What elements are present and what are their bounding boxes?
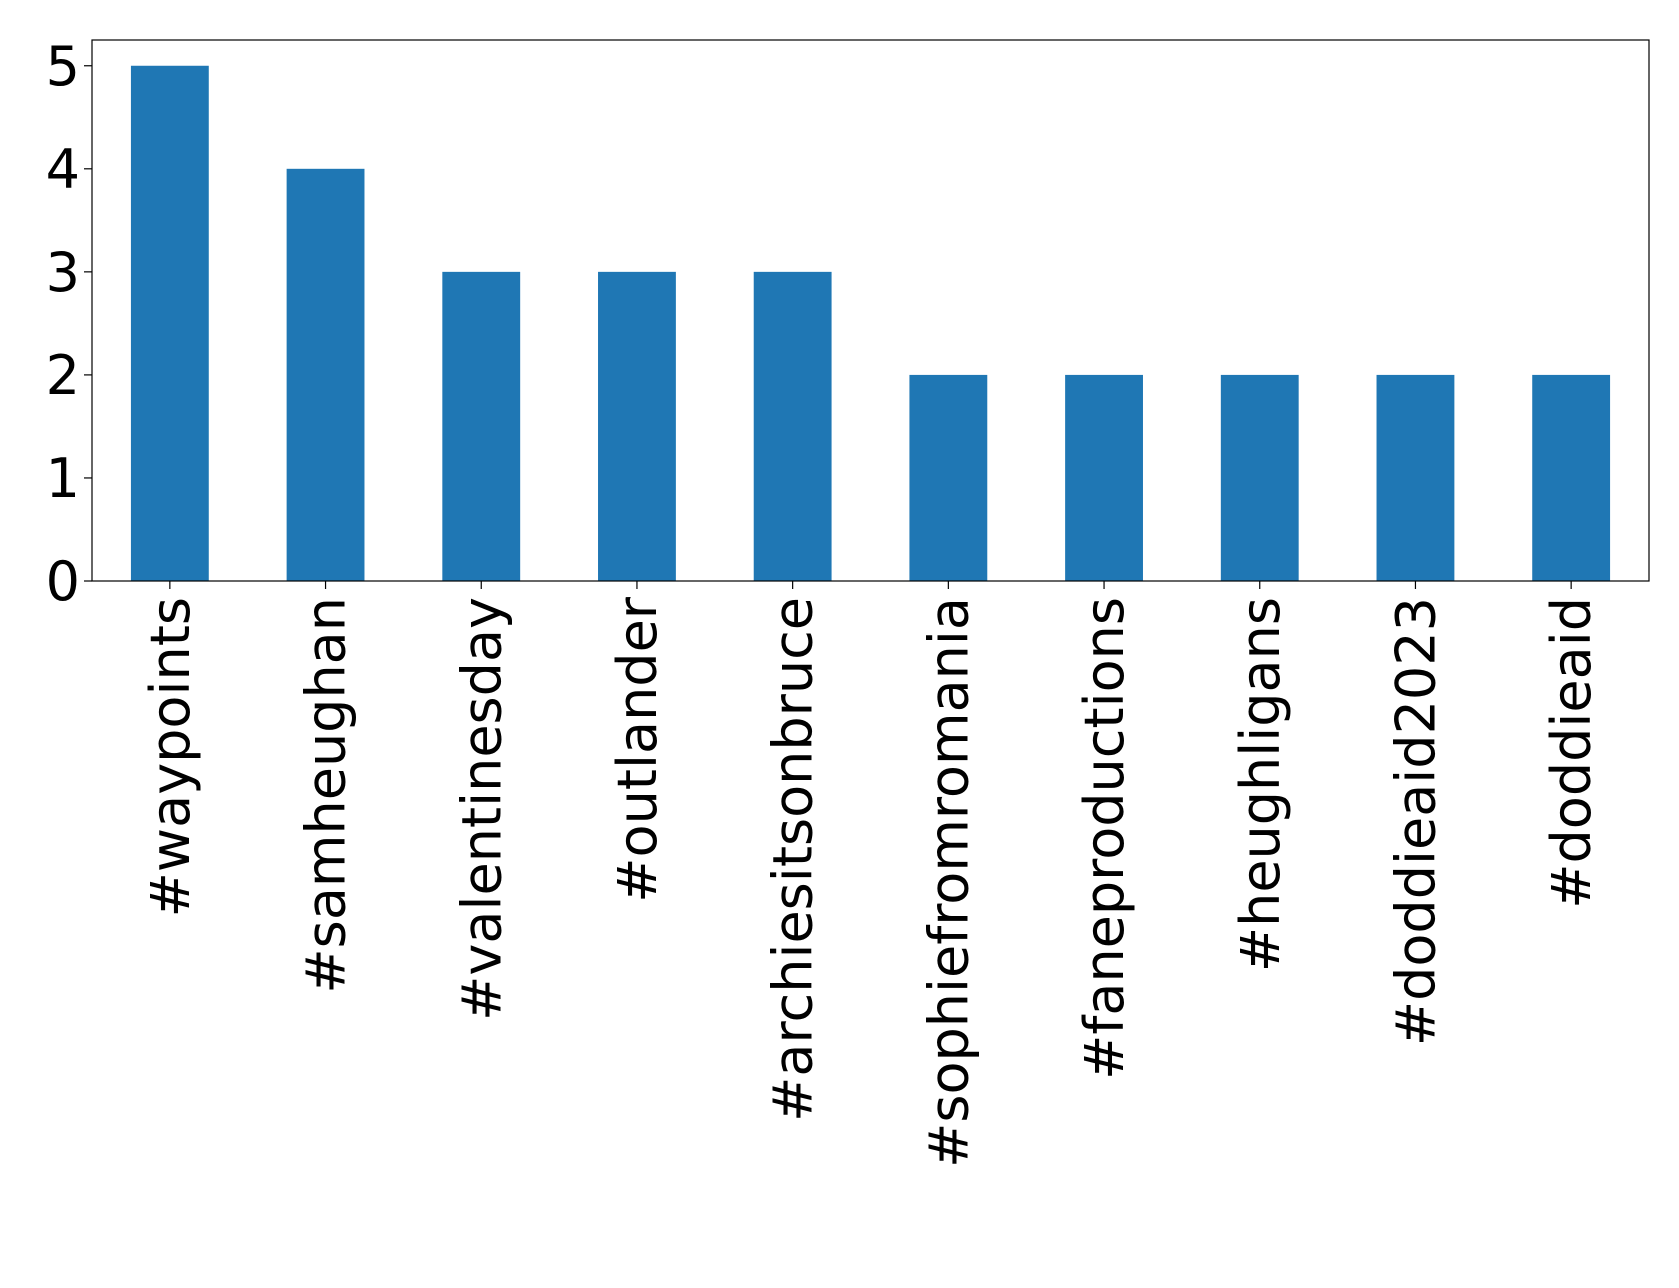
bar bbox=[130, 65, 209, 581]
bar bbox=[1532, 374, 1611, 581]
bar bbox=[442, 271, 521, 581]
y-tick-label: 2 bbox=[46, 344, 80, 407]
bar bbox=[286, 168, 365, 582]
x-tick-label: #archiesitsonbruce bbox=[762, 597, 825, 1122]
y-tick-label: 5 bbox=[46, 35, 80, 98]
x-tick-label: #doddieaid bbox=[1540, 597, 1603, 909]
x-tick-label: #outlander bbox=[606, 596, 669, 903]
x-tick-label: #samheughan bbox=[295, 597, 358, 994]
y-tick-label: 0 bbox=[46, 550, 80, 613]
bar bbox=[1220, 374, 1299, 581]
x-tick-label: #faneproductions bbox=[1073, 597, 1136, 1080]
x-tick-label: #doddieaid2023 bbox=[1384, 597, 1447, 1046]
y-tick-label: 4 bbox=[46, 138, 80, 201]
y-tick-label: 3 bbox=[46, 241, 80, 304]
bar bbox=[1065, 374, 1143, 581]
x-tick-label: #waypoints bbox=[139, 597, 202, 917]
bar bbox=[1376, 374, 1455, 581]
x-tick-label: #valentinesday bbox=[450, 597, 513, 1021]
bar bbox=[753, 271, 832, 581]
plot-frame bbox=[91, 39, 1650, 582]
x-tick-label: #heughligans bbox=[1229, 597, 1292, 972]
bar bbox=[909, 374, 988, 581]
bar bbox=[598, 271, 676, 581]
y-tick-label: 1 bbox=[46, 447, 80, 510]
x-tick-label: #sophiefromromania bbox=[917, 597, 980, 1168]
